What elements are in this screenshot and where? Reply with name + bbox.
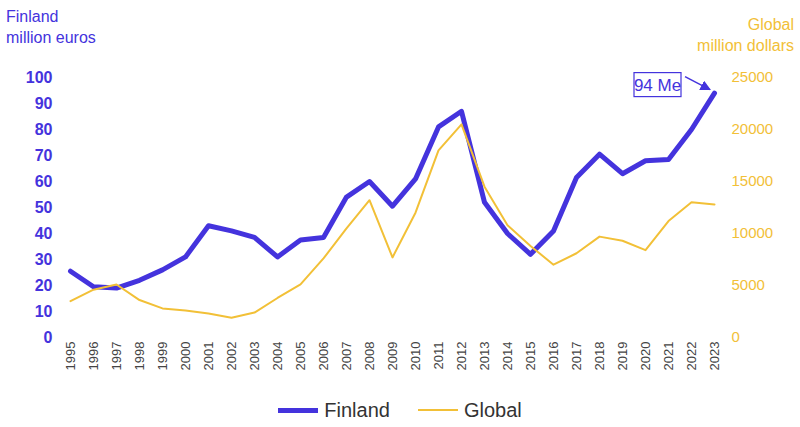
svg-text:2015: 2015	[523, 342, 538, 371]
svg-text:2008: 2008	[362, 342, 377, 371]
svg-text:5000: 5000	[732, 276, 765, 293]
svg-text:20000: 20000	[732, 120, 774, 137]
html-text:Global: Global	[463, 398, 522, 421]
svg-text:2001: 2001	[201, 342, 216, 371]
svg-text:90: 90	[35, 95, 53, 112]
svg-text:2005: 2005	[293, 342, 308, 371]
svg-text:50: 50	[35, 199, 53, 216]
svg-text:2002: 2002	[224, 342, 239, 371]
svg-text:70: 70	[35, 147, 53, 164]
svg-text:40: 40	[35, 225, 53, 242]
svg-text:10000: 10000	[732, 224, 774, 241]
svg-text:2017: 2017	[569, 342, 584, 371]
svg-text:2011: 2011	[431, 342, 446, 370]
svg-text:0: 0	[732, 328, 740, 345]
svg-text:2004: 2004	[270, 342, 285, 371]
svg-text:2021: 2021	[661, 342, 676, 371]
svg-text:2009: 2009	[385, 342, 400, 371]
svg-text:2006: 2006	[316, 342, 331, 371]
svg-text:80: 80	[35, 121, 53, 138]
svg-text:2022: 2022	[684, 342, 699, 371]
svg-text:2016: 2016	[546, 342, 561, 371]
html-text:Finland million euros: Finland million euros	[6, 8, 96, 46]
svg-text:60: 60	[35, 173, 53, 190]
svg-text:30: 30	[35, 251, 53, 268]
svg-text:20: 20	[35, 277, 53, 294]
svg-text:1997: 1997	[109, 342, 124, 371]
svg-text:25000: 25000	[732, 68, 774, 85]
svg-text:0: 0	[44, 329, 53, 346]
html-text:Global million dollars: Global million dollars	[697, 16, 794, 54]
svg-text:2013: 2013	[477, 342, 492, 371]
svg-text:1995: 1995	[63, 342, 78, 371]
svg-text:2012: 2012	[454, 342, 469, 371]
svg-text:15000: 15000	[732, 172, 774, 189]
svg-text:2007: 2007	[339, 342, 354, 371]
svg-text:1996: 1996	[86, 342, 101, 371]
svg-text:2014: 2014	[500, 342, 515, 371]
svg-text:1999: 1999	[155, 342, 170, 371]
svg-text:2000: 2000	[178, 342, 193, 371]
svg-text:2010: 2010	[408, 342, 423, 371]
svg-text:2019: 2019	[615, 342, 630, 371]
svg-text:2003: 2003	[247, 342, 262, 371]
svg-text:100: 100	[26, 69, 53, 86]
svg-text:94 Me: 94 Me	[634, 76, 681, 95]
svg-text:2018: 2018	[592, 342, 607, 371]
html-text:Finland: Finland	[324, 398, 390, 421]
svg-text:2020: 2020	[638, 342, 653, 371]
svg-text:10: 10	[35, 303, 53, 320]
svg-text:2023: 2023	[707, 342, 722, 371]
svg-text:1998: 1998	[132, 342, 147, 371]
